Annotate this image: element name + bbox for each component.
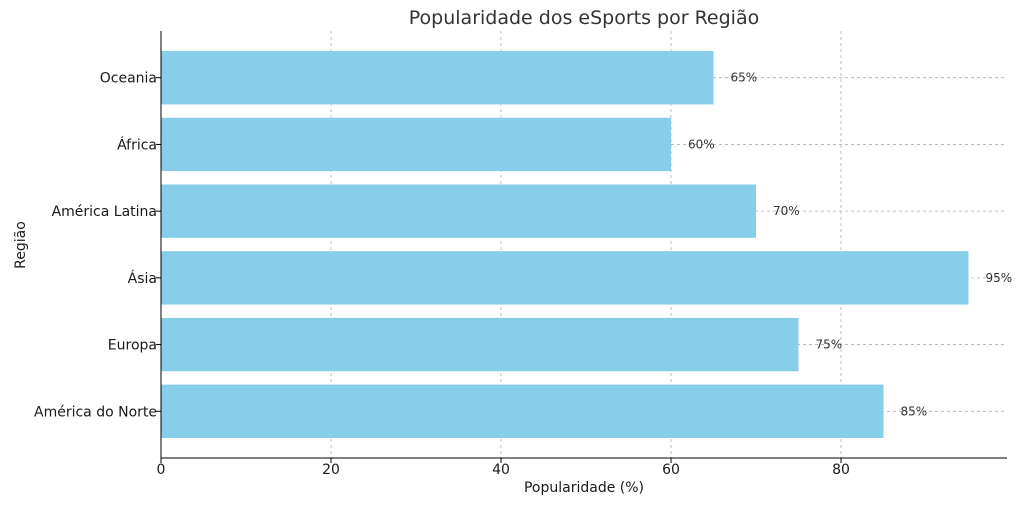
bar-value-label: 85% [901,404,928,418]
bar [161,251,969,305]
y-tick-label: África [117,136,157,153]
y-ticks: América do Norte Europa Ásia América Latina… [34,71,161,420]
bar [161,384,884,438]
x-ticks: 0 20 40 60 80 [157,458,850,478]
x-axis-label: Popularidade (%) [524,480,644,496]
axes [160,31,1007,459]
x-tick-label: 20 [322,462,340,478]
bar [161,117,671,172]
y-tick-label: América Latina [52,204,157,220]
x-tick-label: 0 [157,462,166,478]
chart-title: Popularidade dos eSports por Região [409,7,759,29]
bar-value-label: 65% [731,71,758,85]
bar-value-label: 95% [986,271,1013,285]
y-tick-label: América do Norte [34,404,157,420]
bar-value-label: 70% [773,204,800,218]
y-tick-label: Europa [108,338,157,354]
y-tick-label: Ásia [128,270,157,287]
bar [161,51,714,105]
x-tick-label: 60 [662,462,680,478]
bar-value-label: 75% [816,338,843,352]
bar [161,317,799,372]
bars: 85% 75% 95% 70% 60% 65% [161,51,1012,438]
bar-value-label: 60% [688,137,715,151]
x-tick-label: 80 [832,462,850,478]
x-tick-label: 40 [492,462,510,478]
bar [161,184,756,238]
y-axis-label: Região [13,221,29,269]
y-tick-label: Oceania [100,71,157,87]
